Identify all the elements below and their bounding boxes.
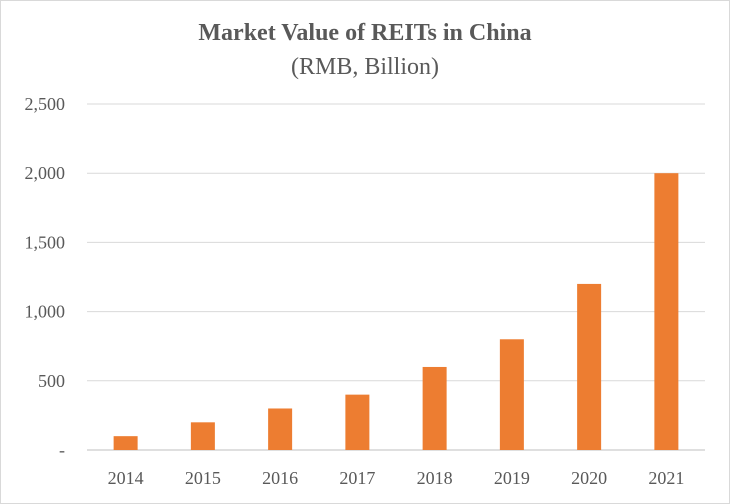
y-tick-label: 500 xyxy=(38,371,65,391)
chart-subtitle: (RMB, Billion) xyxy=(291,54,439,80)
x-tick-label: 2014 xyxy=(108,468,144,488)
x-tick-label: 2018 xyxy=(417,468,453,488)
y-tick-label: 1,500 xyxy=(25,232,66,252)
x-tick-label: 2021 xyxy=(648,468,684,488)
x-tick-label: 2015 xyxy=(185,468,221,488)
bar-2014 xyxy=(113,436,138,450)
bar-2021 xyxy=(654,173,679,450)
chart-title: Market Value of REITs in China xyxy=(198,20,531,46)
bar-2018 xyxy=(422,366,447,450)
bars xyxy=(113,173,679,450)
x-tick-label: 2019 xyxy=(494,468,530,488)
bar-2016 xyxy=(268,408,293,450)
bar-2017 xyxy=(345,394,370,450)
bar-2019 xyxy=(499,339,524,450)
x-tick-label: 2016 xyxy=(262,468,298,488)
x-tick-label: 2017 xyxy=(339,468,375,488)
x-axis: 2014 2015 2016 2017 2018 2019 2020 2021 xyxy=(108,468,685,488)
bar-2015 xyxy=(190,422,215,450)
y-tick-label: 2,500 xyxy=(25,94,66,114)
x-tick-label: 2020 xyxy=(571,468,607,488)
gridlines xyxy=(87,103,705,451)
y-tick-label: 2,000 xyxy=(25,163,66,183)
y-tick-label: - xyxy=(59,440,65,460)
y-axis: - 500 1,000 1,500 2,000 2,500 xyxy=(25,94,66,460)
y-tick-label: 1,000 xyxy=(25,302,66,322)
bar-2020 xyxy=(577,283,602,450)
